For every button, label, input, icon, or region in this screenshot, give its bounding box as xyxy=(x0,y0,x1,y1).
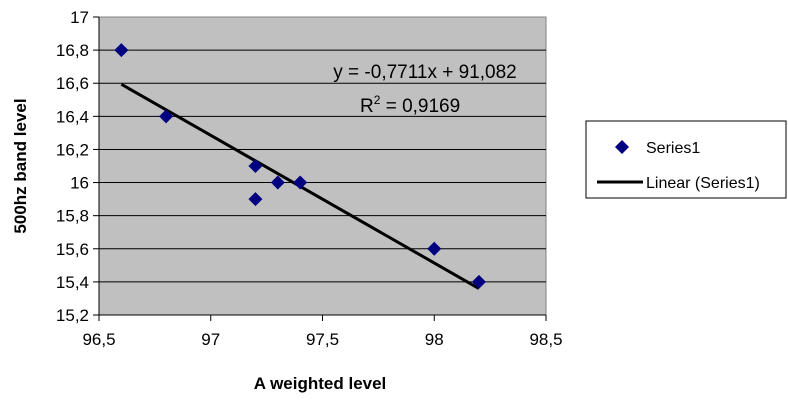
data-point xyxy=(114,43,129,58)
data-point xyxy=(270,175,285,190)
axes: 15,2 15,4 15,6 15,8 16 16,2 16,4 16,6 16,8 17 96,5… xyxy=(56,8,563,349)
r-squared-superscript: 2 xyxy=(374,93,381,107)
gridlines xyxy=(99,49,546,283)
x-axis-title: A weighted level xyxy=(254,374,387,393)
data-point xyxy=(248,159,263,173)
data-point xyxy=(159,109,174,124)
x-tick-label: 97,5 xyxy=(306,330,339,349)
r-squared-label: R2 = 0,9169 xyxy=(360,93,460,117)
legend-box xyxy=(585,120,787,199)
y-axis-title: 500hz band level xyxy=(11,98,30,233)
trendline-equation: y = -0,7711x + 91,082 xyxy=(333,62,516,83)
y-tick-label: 15,8 xyxy=(56,207,89,226)
data-point xyxy=(248,192,263,207)
y-tick-label: 16,4 xyxy=(56,107,89,126)
data-points xyxy=(114,43,486,289)
legend-label-series1: Series1 xyxy=(646,140,700,157)
y-tick-label: 15,2 xyxy=(56,306,89,325)
data-point xyxy=(427,241,442,256)
r-squared-prefix: R xyxy=(360,96,374,117)
data-point xyxy=(293,175,308,190)
legend-label-trendline: Linear (Series1) xyxy=(646,175,760,192)
y-tick-label: 15,6 xyxy=(56,240,89,259)
y-tick-label: 16,2 xyxy=(56,140,89,159)
r-squared-value: = 0,9169 xyxy=(380,96,460,117)
x-tick-label: 98,5 xyxy=(529,330,562,349)
y-tick-label: 15,4 xyxy=(56,273,89,292)
x-tick-label: 97 xyxy=(201,330,220,349)
x-tick-label: 96,5 xyxy=(82,330,115,349)
y-tick-label: 16 xyxy=(70,174,89,193)
data-point xyxy=(471,274,486,289)
plot-area xyxy=(98,16,547,316)
legend: Series1 Linear (Series1) xyxy=(585,120,787,199)
x-tick-label: 98 xyxy=(425,330,444,349)
y-tick-label: 16,6 xyxy=(56,74,89,93)
legend-marker-series1 xyxy=(615,140,629,154)
y-tick-label: 16,8 xyxy=(56,41,89,60)
y-tick-label: 17 xyxy=(70,8,89,27)
